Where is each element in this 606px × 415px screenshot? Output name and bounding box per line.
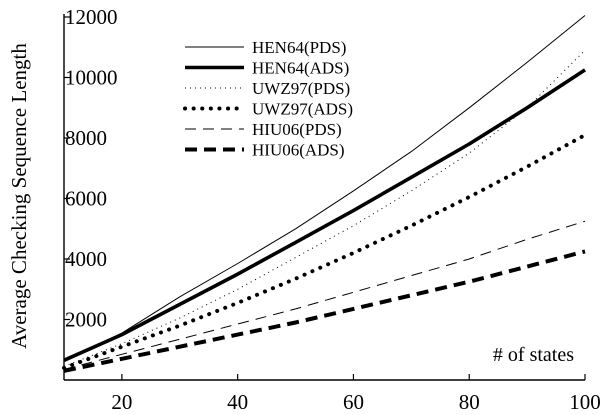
y-tick-label: 10000 (65, 66, 118, 90)
y-axis-ticks: 2000 4000 6000 8000 10000 12000 (64, 5, 118, 332)
y-tick-label: 12000 (65, 5, 118, 29)
legend-label: HEN64(ADS) (252, 59, 349, 78)
series-line (63, 220, 586, 370)
x-axis-annotation: # of states (493, 344, 574, 366)
legend-label: HIU06(ADS) (252, 141, 345, 160)
y-tick-label: 4000 (65, 247, 107, 271)
series-line (63, 49, 586, 367)
y-tick-label: 2000 (65, 308, 107, 332)
x-tick-label: 60 (343, 390, 364, 414)
legend-label: UWZ97(ADS) (252, 100, 353, 119)
legend-label: HIU06(PDS) (252, 120, 342, 139)
legend: HEN64(PDS) HEN64(ADS)UWZ97(PDS) UWZ97(ADS)… (183, 38, 353, 160)
x-tick-label: 20 (111, 390, 132, 414)
y-axis-label: Average Checking Sequence Length (7, 43, 31, 349)
y-tick-label: 6000 (65, 187, 107, 211)
series-line (63, 15, 586, 361)
series-lines (62, 15, 587, 373)
series-line (63, 249, 586, 373)
x-tick-label: 100 (569, 390, 601, 414)
y-tick-label: 8000 (65, 126, 107, 150)
legend-label: UWZ97(PDS) (252, 79, 350, 98)
series-line (63, 68, 586, 362)
legend-label: HEN64(PDS) (252, 38, 346, 57)
x-tick-label: 80 (459, 390, 480, 414)
x-axis-ticks: 20 40 60 80 100 (111, 374, 601, 414)
series-line (62, 133, 587, 370)
x-tick-label: 40 (227, 390, 248, 414)
